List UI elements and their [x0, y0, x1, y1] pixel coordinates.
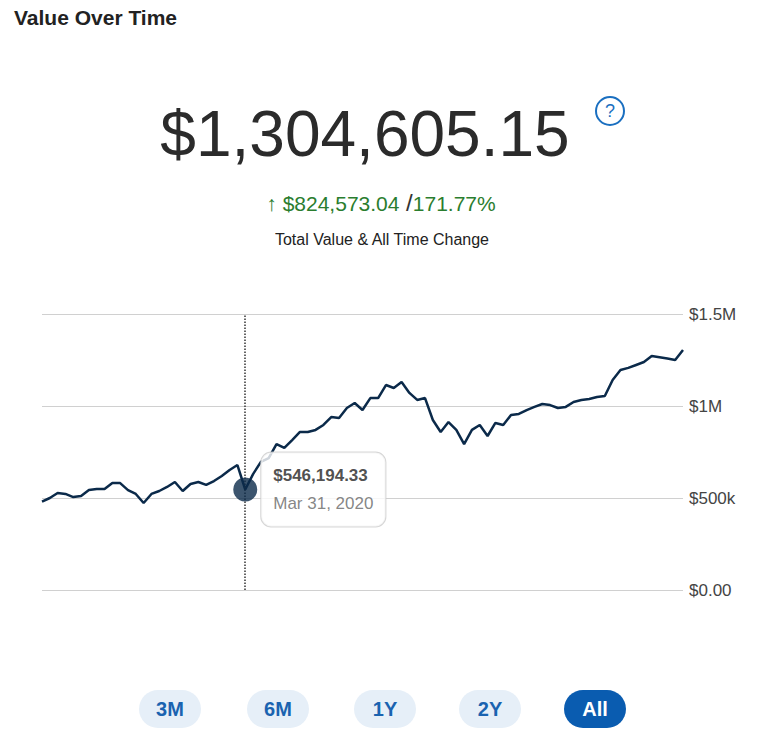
- html-text:Value Over Time: Value Over Time: [14, 6, 177, 29]
- svg-text:$546,194.33: $546,194.33: [273, 466, 368, 485]
- html-text:1Y: 1Y: [372, 698, 398, 720]
- html-text:3M: 3M: [156, 698, 184, 720]
- html-text:↑ $824,573.04 / 171.77%: ↑ $824,573.04 / 171.77%: [266, 189, 496, 216]
- html-text:2Y: 2Y: [477, 698, 503, 720]
- html-text:Total Value & All Time Change: Total Value & All Time Change: [275, 231, 489, 248]
- svg-text:Mar 31, 2020: Mar 31, 2020: [273, 494, 373, 513]
- html-text:All: All: [582, 698, 608, 720]
- html-text:$1,304,605.15: $1,304,605.15: [160, 98, 570, 170]
- svg-text:$0.00: $0.00: [689, 581, 732, 600]
- html-text:6M: 6M: [264, 698, 292, 720]
- svg-text:$500k: $500k: [689, 489, 736, 508]
- svg-text:$1M: $1M: [689, 397, 722, 416]
- svg-text:$1.5M: $1.5M: [689, 305, 736, 324]
